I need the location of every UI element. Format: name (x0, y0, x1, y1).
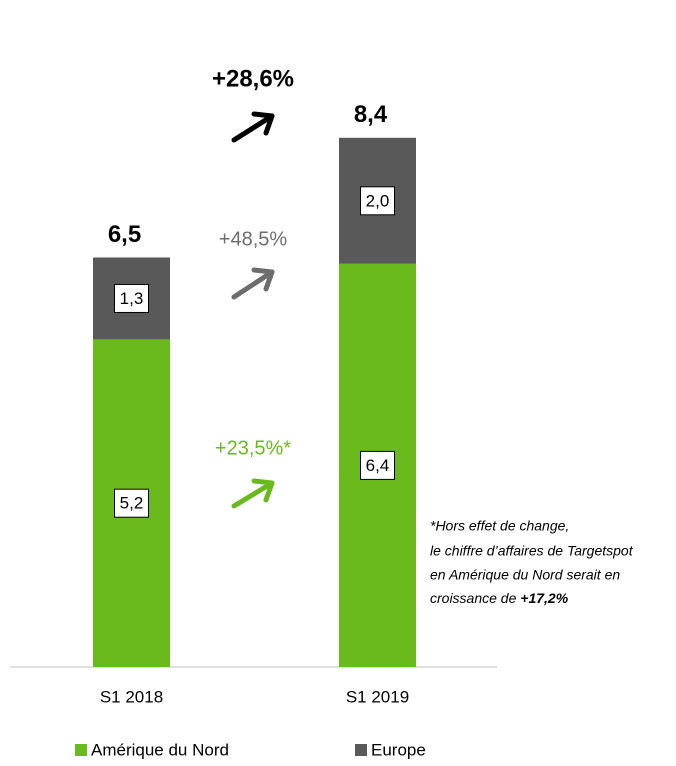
note: croissance de (430, 590, 520, 606)
note-emphasis: +17,2% (520, 590, 568, 606)
note: le chiffre d’affaires de Targetspot (430, 543, 634, 559)
note: croissance de +17,2% (430, 590, 569, 606)
data-label-box (360, 450, 395, 480)
data-label: 1,3 (120, 289, 144, 308)
total-label: 8,4 (354, 101, 388, 128)
annotation: +23,5%* (215, 437, 291, 459)
note: en Amérique du Nord serait en (430, 567, 620, 583)
annotation: +48,5% (219, 228, 288, 250)
legend-swatch (355, 744, 367, 756)
data-label: 6,4 (366, 456, 390, 475)
data-label-box (114, 488, 149, 518)
x-tick-label: S1 2019 (346, 687, 409, 706)
legend-label: Amérique du Nord (91, 740, 229, 759)
arrows (231, 111, 275, 509)
annotation: +28,6% (212, 65, 294, 92)
data-label-box (114, 283, 149, 313)
x-tick-label: S1 2018 (100, 687, 163, 706)
legend-label: Europe (371, 740, 426, 759)
note: *Hors effet de change, (430, 518, 569, 534)
data-label: 2,0 (366, 191, 390, 210)
legend-swatch (75, 744, 87, 756)
data-label-box (360, 186, 395, 216)
total-label: 6,5 (108, 221, 141, 248)
data-label: 5,2 (120, 494, 144, 513)
